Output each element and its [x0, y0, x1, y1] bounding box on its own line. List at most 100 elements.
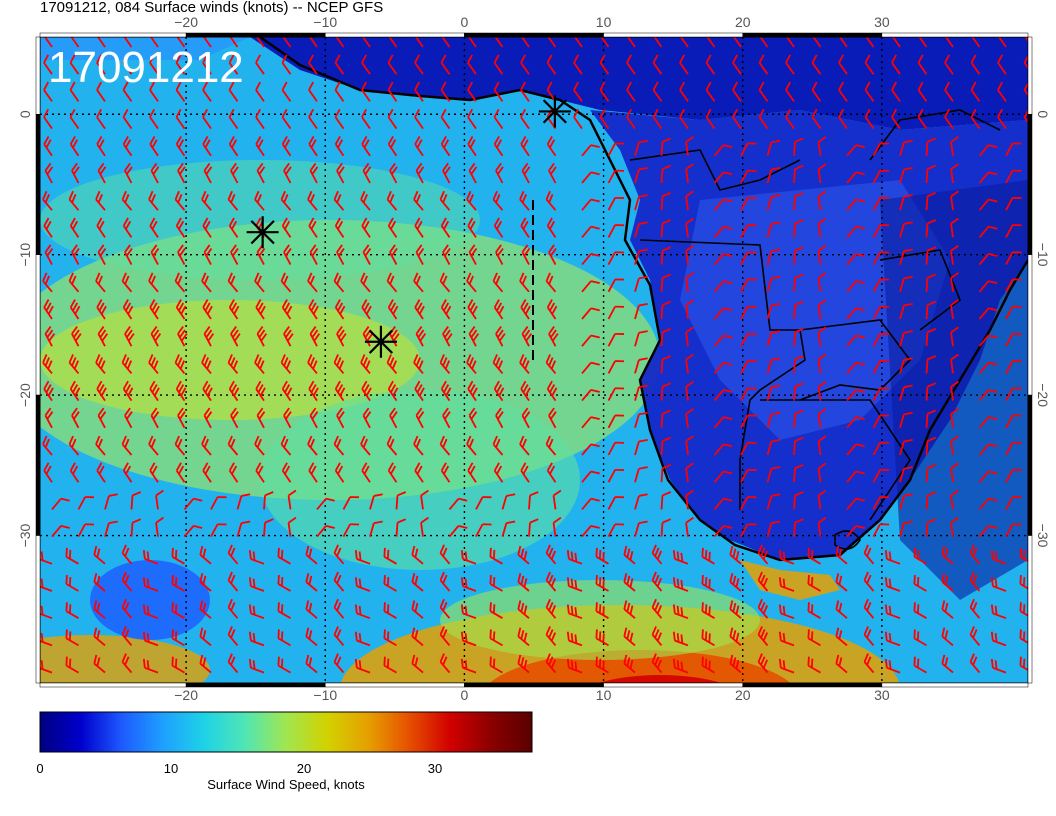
- wind-barb: [978, 389, 998, 402]
- wind-barb: [281, 380, 293, 402]
- wind-barb: [283, 326, 294, 347]
- wind-barb: [171, 656, 185, 674]
- wind-barb: [493, 81, 504, 102]
- wind-barb: [248, 604, 265, 620]
- wind-barb: [95, 435, 106, 456]
- wind-barb: [1005, 441, 1022, 456]
- wind-barb: [175, 81, 186, 102]
- wind-barb: [701, 575, 715, 592]
- wind-barb: [634, 411, 648, 429]
- wind-barb: [69, 299, 81, 320]
- wind-barb: [362, 162, 372, 184]
- wind-barb: [545, 626, 557, 646]
- wind-barb: [121, 626, 133, 646]
- wind-barb: [475, 523, 492, 538]
- wind-barb: [142, 577, 159, 592]
- wind-barb: [573, 108, 583, 130]
- wind-barb: [528, 518, 539, 537]
- wind-barb: [652, 108, 663, 130]
- wind-barb: [581, 198, 600, 211]
- wind-barb: [581, 144, 600, 157]
- wind-barb: [740, 523, 757, 538]
- wind-barb: [863, 626, 875, 646]
- wind-barb: [807, 575, 821, 592]
- wind-barb: [230, 162, 239, 184]
- wind-barb: [817, 516, 827, 537]
- wind-barb: [817, 462, 827, 483]
- lon-tick-label: 20: [735, 14, 751, 30]
- wind-barb: [713, 280, 733, 293]
- wind-barb: [389, 407, 398, 429]
- wind-barb: [672, 604, 689, 620]
- wind-barb: [913, 547, 927, 565]
- wind-barb: [1033, 356, 1046, 376]
- wind-barb: [899, 384, 913, 401]
- wind-barb: [492, 272, 504, 293]
- wind-barb: [440, 217, 451, 238]
- wind-barb: [333, 571, 345, 592]
- wind-barb: [51, 524, 70, 538]
- wind-barb: [950, 190, 959, 211]
- wind-barb: [990, 604, 1007, 620]
- wind-barb: [96, 108, 106, 130]
- wind-barb: [414, 81, 424, 102]
- wind-barb: [413, 354, 424, 374]
- wind-barb: [439, 354, 451, 374]
- wind-barb: [142, 550, 159, 565]
- wind-barb: [1005, 360, 1022, 374]
- wind-barb: [623, 573, 636, 592]
- wind-barb: [387, 217, 398, 238]
- wind-barb: [817, 326, 827, 347]
- wind-barb: [913, 602, 927, 619]
- wind-barb: [766, 384, 781, 401]
- wind-barb: [68, 272, 80, 293]
- wind-barb: [817, 190, 827, 211]
- wind-barb: [872, 360, 890, 374]
- wind-barb: [316, 524, 335, 538]
- wind-barb: [202, 81, 212, 102]
- wind-barb: [177, 407, 186, 429]
- wind-barb: [124, 244, 133, 266]
- wind-barb: [899, 303, 913, 320]
- wind-barb: [872, 196, 890, 211]
- wind-barb: [1005, 496, 1022, 510]
- wind-barb: [467, 380, 478, 402]
- lon-tick-label: −20: [174, 14, 198, 30]
- wind-barb: [395, 491, 407, 510]
- wind-barb: [389, 244, 398, 266]
- wind-barb: [468, 326, 480, 347]
- wind-barb: [203, 244, 213, 266]
- wind-barb: [122, 299, 134, 320]
- wind-barb: [634, 520, 648, 537]
- wind-barb: [969, 544, 981, 565]
- wind-barb: [280, 354, 292, 374]
- wind-barb: [766, 167, 781, 184]
- wind-barb: [277, 547, 291, 565]
- wind-barb: [77, 523, 95, 538]
- wind-barb: [44, 326, 56, 347]
- wind-barb: [248, 631, 265, 647]
- wind-barb: [891, 81, 901, 102]
- wind-barb: [386, 190, 398, 211]
- wind-barb: [1005, 142, 1022, 157]
- wind-barb: [660, 382, 672, 401]
- wind-barb: [899, 439, 913, 456]
- wind-barb: [925, 355, 937, 374]
- wind-barb: [872, 142, 890, 157]
- wind-barb: [807, 656, 821, 674]
- wind-barb: [142, 604, 159, 620]
- wind-barb: [634, 439, 648, 456]
- wind-barb: [950, 489, 959, 510]
- wind-barb: [202, 299, 213, 320]
- wind-barb: [414, 462, 424, 483]
- figure-title: 17091212, 084 Surface winds (knots) -- N…: [40, 0, 383, 16]
- wind-barb: [415, 244, 425, 266]
- wind-barb: [386, 272, 398, 293]
- axis-bar-segment: [881, 682, 1029, 688]
- wind-barb: [415, 326, 427, 347]
- wind-barb: [778, 631, 795, 647]
- wind-barb: [255, 299, 266, 320]
- wind-barb: [175, 462, 186, 483]
- wind-barb: [1019, 629, 1028, 647]
- wind-barb: [361, 299, 372, 320]
